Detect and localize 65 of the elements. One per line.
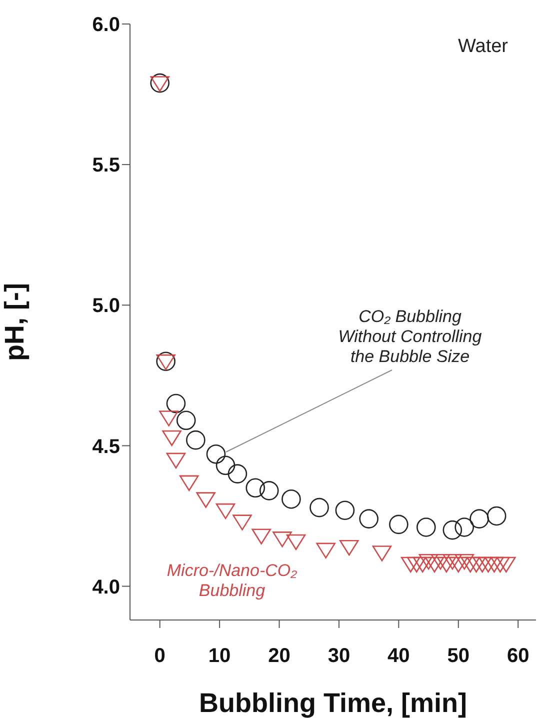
y-tick-label: 5.5 [92,154,120,177]
point [442,520,462,540]
x-tick-label: 0 [154,645,166,668]
point [259,481,279,500]
point [186,430,206,450]
point [216,456,236,476]
point [206,444,226,464]
y-tick-label: 4.5 [92,436,120,458]
point [442,554,462,570]
y-tick-label: 6.0 [92,14,120,36]
point [484,556,504,573]
point [196,492,216,508]
point [436,556,456,573]
point [389,514,408,534]
point [159,410,178,426]
point [472,556,492,573]
point [372,546,392,562]
point [359,509,378,528]
point [448,556,468,573]
point [179,475,199,491]
x-tick-label: 50 [447,645,470,668]
x-tick-label: 10 [208,645,231,668]
point [478,556,498,573]
point [216,503,236,520]
x-tick-label: 20 [268,645,290,668]
point [466,556,486,573]
point [416,518,436,537]
point [282,489,301,509]
annotation: CO₂ Bubbling Without Controlling the Bubble Size [338,307,482,366]
point [310,498,329,518]
point [418,554,438,570]
annotation: Micro-/Nano-CO₂ Bubbling [166,561,298,600]
point [228,464,248,484]
point [339,540,359,556]
point [166,452,186,469]
x-tick-label: 30 [328,645,350,668]
point [176,410,196,430]
point [412,556,432,573]
point [246,478,266,498]
point [316,542,336,558]
annotation: Water [458,36,509,57]
point [335,500,355,520]
y-axis-title: pH, [-] [0,283,30,361]
point [252,528,272,544]
x-tick-label: 60 [506,645,530,668]
x-axis-title: Bubbling Time, [min] [199,688,467,718]
point [424,556,444,573]
point [406,556,426,573]
point [430,554,450,570]
x-tick-label: 40 [388,645,410,668]
point [400,556,420,573]
point [162,430,182,446]
point [166,394,186,414]
point [460,556,480,573]
point [454,518,474,537]
point [286,534,306,550]
point [490,556,510,573]
point [272,532,292,548]
y-tick-label: 5.0 [92,295,120,318]
y-tick-label: 4.0 [92,576,120,598]
point [454,554,474,570]
point [470,509,489,528]
point [232,514,252,530]
point [496,556,516,573]
point [486,506,506,526]
